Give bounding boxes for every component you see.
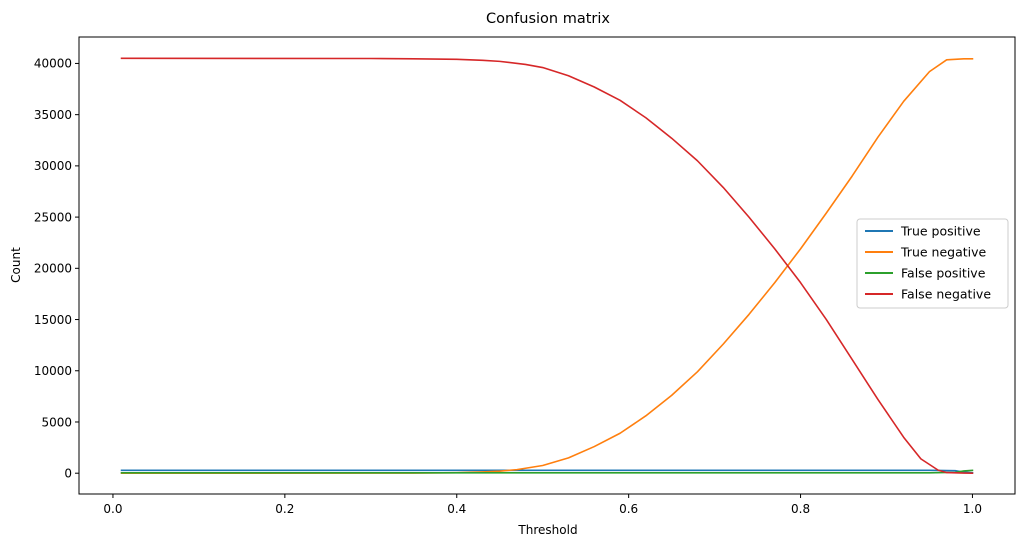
x-tick-label: 0.6 xyxy=(619,502,638,516)
series-line-true-negative xyxy=(120,58,974,475)
legend: True positive True negative False positive… xyxy=(856,218,1009,309)
y-tick-label: 40000 xyxy=(34,57,72,71)
series-lines xyxy=(120,57,974,475)
x-tick-label: 0.0 xyxy=(103,502,122,516)
y-axis-ticks: 0 5000 10000 15000 20000 25000 30000 35000 40000 xyxy=(34,57,79,481)
legend-label: False negative xyxy=(901,287,991,302)
legend-box xyxy=(856,218,1009,309)
legend-label: False positive xyxy=(901,266,986,281)
legend-label: True positive xyxy=(900,224,981,239)
x-tick-label: 0.2 xyxy=(275,502,294,516)
y-tick-label: 15000 xyxy=(34,313,72,327)
series-line-false-negative xyxy=(120,57,974,475)
series-line-false-positive xyxy=(120,469,974,474)
legend-label: True negative xyxy=(900,245,987,260)
x-axis-label: Threshold xyxy=(517,523,577,537)
x-tick-label: 0.4 xyxy=(447,502,466,516)
series-line-true-positive xyxy=(120,469,974,474)
axes-frame xyxy=(78,36,1016,495)
y-tick-label: 20000 xyxy=(34,262,72,276)
y-axis-label: Count xyxy=(9,247,23,283)
y-tick-label: 25000 xyxy=(34,210,72,224)
y-tick-label: 10000 xyxy=(34,364,72,378)
x-tick-label: 0.8 xyxy=(791,502,810,516)
x-axis-ticks: 0.0 0.2 0.4 0.6 0.8 1.0 xyxy=(103,494,982,516)
y-tick-label: 35000 xyxy=(34,108,72,122)
chart-title: Confusion matrix xyxy=(486,11,610,27)
y-tick-label: 5000 xyxy=(41,415,72,429)
y-tick-label: 0 xyxy=(64,467,72,481)
y-tick-label: 30000 xyxy=(34,159,72,173)
x-tick-label: 1.0 xyxy=(963,502,982,516)
